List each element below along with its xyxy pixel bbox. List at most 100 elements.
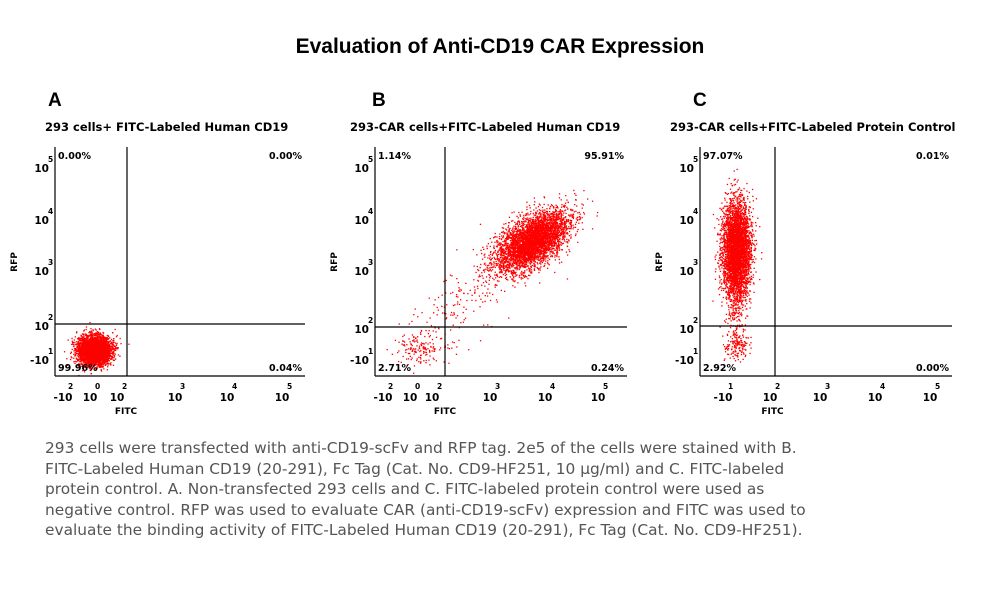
event-dot	[80, 344, 82, 347]
event-dot	[89, 361, 91, 363]
y-tick-exponent: 3	[48, 258, 53, 267]
event-dot	[81, 360, 83, 362]
event-dot	[111, 345, 113, 348]
event-dot	[563, 212, 565, 214]
event-dot	[99, 365, 102, 367]
event-dot	[90, 373, 92, 375]
event-dot	[94, 343, 96, 345]
event-dot	[89, 362, 92, 364]
event-dot	[98, 363, 101, 366]
event-dot	[107, 355, 110, 357]
event-dot	[95, 369, 97, 371]
event-dot	[112, 332, 114, 334]
event-dot	[110, 352, 113, 355]
event-dot	[105, 342, 107, 344]
event-dot	[94, 368, 97, 370]
event-dot	[76, 344, 78, 346]
event-dot	[108, 346, 110, 348]
event-dot	[550, 249, 552, 251]
event-dot	[90, 360, 92, 363]
event-dot	[112, 341, 114, 344]
event-dot	[83, 341, 85, 343]
event-dot	[89, 345, 91, 347]
event-dot	[63, 351, 66, 353]
event-dot	[93, 356, 95, 359]
event-dot	[69, 358, 72, 361]
event-dot	[92, 356, 94, 358]
event-dot	[77, 349, 79, 351]
panel-title: 293-CAR cells+FITC-Labeled Human CD19	[350, 120, 620, 134]
event-dot	[96, 342, 98, 344]
event-dot	[88, 344, 91, 346]
event-dot	[83, 343, 85, 345]
event-dot	[91, 346, 94, 348]
event-dot	[538, 271, 540, 274]
event-dot	[106, 337, 109, 339]
event-dot	[79, 339, 81, 341]
event-dot	[95, 335, 97, 337]
event-dot	[79, 352, 82, 354]
event-dot	[102, 362, 104, 364]
event-dot	[95, 343, 97, 345]
event-dot	[110, 355, 113, 358]
event-dot	[85, 353, 87, 355]
event-dot	[89, 333, 92, 335]
x-axis-label: FITC	[115, 407, 138, 417]
event-dot	[85, 345, 87, 347]
event-dot	[98, 359, 100, 361]
event-dot	[102, 356, 104, 358]
event-dot	[95, 362, 97, 364]
event-dot	[88, 364, 90, 367]
event-dot	[106, 339, 108, 341]
event-dot	[83, 347, 85, 349]
event-dot	[90, 335, 92, 337]
event-dot	[94, 348, 96, 350]
event-dot	[97, 342, 99, 344]
event-dot	[93, 344, 96, 346]
event-dot	[94, 363, 96, 365]
event-dot	[82, 333, 84, 335]
event-dot	[106, 343, 108, 345]
event-dot	[74, 348, 76, 351]
event-dot	[549, 211, 551, 213]
event-dot	[78, 347, 81, 349]
event-dot	[85, 356, 88, 358]
event-dot	[109, 344, 111, 347]
event-dot	[74, 355, 76, 357]
event-dot	[111, 343, 113, 345]
event-dot	[114, 342, 117, 344]
event-dot	[104, 363, 106, 365]
event-dot	[86, 335, 88, 337]
event-dot	[102, 347, 105, 349]
event-dot	[74, 336, 76, 338]
event-dot	[89, 340, 91, 343]
event-dot	[103, 342, 105, 344]
y-axis-label: RFP	[10, 252, 20, 272]
event-dot	[101, 354, 103, 356]
event-dot	[105, 340, 107, 342]
event-dot	[92, 333, 94, 335]
figure-title: Evaluation of Anti-CD19 CAR Expression	[295, 35, 705, 58]
event-dot	[99, 361, 101, 363]
event-dot	[113, 339, 115, 342]
event-dot	[77, 340, 80, 343]
event-dot	[89, 354, 91, 357]
event-dot	[104, 362, 106, 364]
event-dot	[99, 349, 102, 351]
event-dot	[82, 347, 84, 350]
event-dot	[100, 337, 102, 339]
event-dot	[105, 337, 108, 339]
event-dot	[102, 337, 104, 339]
event-dot	[108, 341, 110, 343]
event-dot	[75, 350, 78, 353]
event-dot	[97, 362, 100, 365]
event-dot	[89, 359, 92, 361]
x-tick-exponent: 2	[68, 382, 73, 391]
event-dot	[100, 338, 102, 340]
event-dot	[79, 349, 81, 351]
event-dot	[112, 351, 115, 353]
event-dot	[73, 361, 75, 363]
event-dot	[99, 347, 102, 349]
